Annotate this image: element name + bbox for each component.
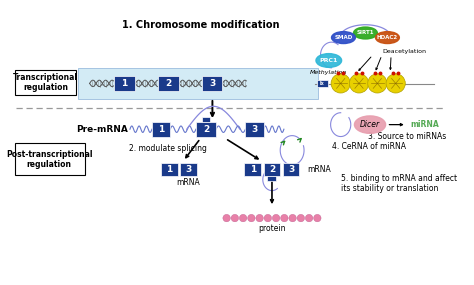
Ellipse shape xyxy=(355,116,385,133)
Text: 2: 2 xyxy=(165,79,172,88)
Ellipse shape xyxy=(331,32,356,44)
FancyBboxPatch shape xyxy=(180,163,197,176)
Text: SIRT1: SIRT1 xyxy=(357,30,374,36)
Text: 3: 3 xyxy=(185,165,191,174)
Text: Pre-mRNA: Pre-mRNA xyxy=(76,125,128,134)
FancyBboxPatch shape xyxy=(196,122,216,137)
Text: 1: 1 xyxy=(158,125,164,134)
FancyBboxPatch shape xyxy=(161,163,178,176)
Text: HDAC2: HDAC2 xyxy=(377,35,398,40)
Circle shape xyxy=(368,74,387,93)
Text: 5. binding to mRNA and affect
its stability or translation: 5. binding to mRNA and affect its stabil… xyxy=(341,174,457,193)
Text: protein: protein xyxy=(258,224,286,233)
Circle shape xyxy=(314,214,321,222)
Circle shape xyxy=(247,214,255,222)
FancyBboxPatch shape xyxy=(264,163,280,176)
FancyBboxPatch shape xyxy=(202,117,210,122)
Circle shape xyxy=(281,214,288,222)
FancyBboxPatch shape xyxy=(267,176,276,182)
Ellipse shape xyxy=(354,27,377,39)
FancyBboxPatch shape xyxy=(152,122,170,137)
Circle shape xyxy=(331,74,350,93)
FancyBboxPatch shape xyxy=(15,143,84,176)
FancyBboxPatch shape xyxy=(246,122,264,137)
Text: 3. Source to miRNAs: 3. Source to miRNAs xyxy=(367,132,446,141)
Text: 1: 1 xyxy=(121,79,128,88)
FancyBboxPatch shape xyxy=(114,76,135,91)
Text: Post-transcriptional
regulation: Post-transcriptional regulation xyxy=(6,150,92,169)
Circle shape xyxy=(256,214,264,222)
Text: 2. modulate splicing: 2. modulate splicing xyxy=(129,144,207,153)
FancyBboxPatch shape xyxy=(283,163,300,176)
Text: Transcriptional
regulation: Transcriptional regulation xyxy=(13,73,78,92)
Ellipse shape xyxy=(316,54,342,67)
Text: Methylation: Methylation xyxy=(310,70,347,75)
Circle shape xyxy=(386,74,405,93)
Text: lx: lx xyxy=(320,81,325,86)
Ellipse shape xyxy=(375,32,399,44)
FancyBboxPatch shape xyxy=(202,76,222,91)
Circle shape xyxy=(273,214,280,222)
Circle shape xyxy=(223,214,230,222)
Circle shape xyxy=(264,214,272,222)
FancyBboxPatch shape xyxy=(245,163,261,176)
Text: mRNA: mRNA xyxy=(307,165,330,174)
Text: 1: 1 xyxy=(166,165,173,174)
Text: 3: 3 xyxy=(251,125,258,134)
FancyBboxPatch shape xyxy=(15,70,76,95)
Text: 1: 1 xyxy=(250,165,256,174)
Text: mRNA: mRNA xyxy=(177,178,201,187)
FancyBboxPatch shape xyxy=(158,76,179,91)
Text: miRNA: miRNA xyxy=(410,120,439,129)
Text: 3: 3 xyxy=(210,79,216,88)
FancyBboxPatch shape xyxy=(317,80,328,87)
Text: SMAD: SMAD xyxy=(334,35,353,40)
Text: Deacetylation: Deacetylation xyxy=(383,49,427,54)
Text: Dicer: Dicer xyxy=(360,120,380,129)
Circle shape xyxy=(231,214,238,222)
Text: 1. Chromosome modification: 1. Chromosome modification xyxy=(122,20,279,30)
FancyBboxPatch shape xyxy=(78,68,318,99)
Text: 4. CeRNA of miRNA: 4. CeRNA of miRNA xyxy=(331,142,406,151)
Circle shape xyxy=(297,214,305,222)
Circle shape xyxy=(349,74,369,93)
Text: 2: 2 xyxy=(269,165,275,174)
Text: 2: 2 xyxy=(203,125,209,134)
Circle shape xyxy=(289,214,296,222)
Circle shape xyxy=(239,214,247,222)
Circle shape xyxy=(305,214,313,222)
Text: 3: 3 xyxy=(288,165,294,174)
Text: PRC1: PRC1 xyxy=(319,58,338,63)
